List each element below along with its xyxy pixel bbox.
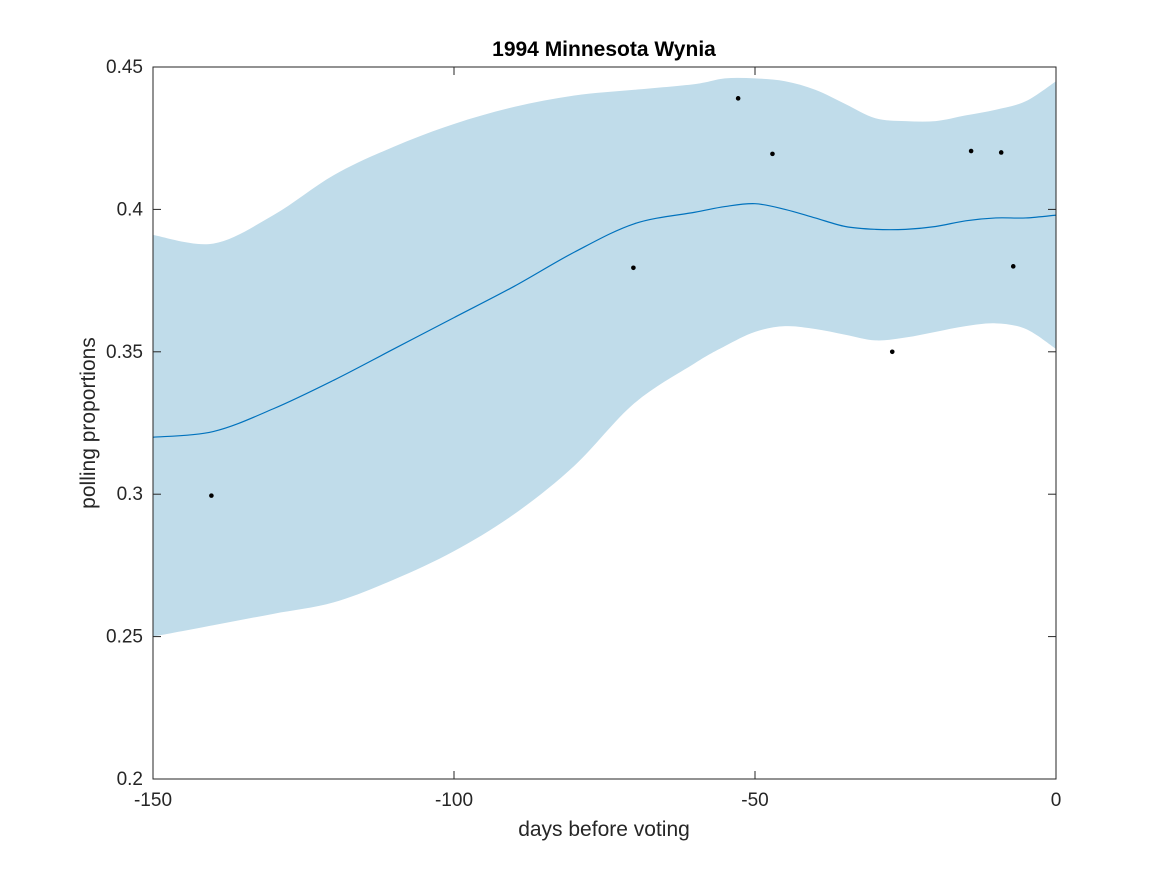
y-tick-label: 0.2 — [117, 769, 143, 790]
poll-point — [209, 493, 214, 498]
y-tick-labels: 0.2 0.25 0.3 0.35 0.4 0.45 — [106, 57, 143, 790]
x-tick-label: -50 — [741, 790, 768, 811]
tick-marks — [152, 66, 1057, 780]
mean-line — [152, 203, 1057, 438]
plot-frame — [152, 66, 1057, 780]
y-tick-label: 0.25 — [106, 627, 143, 648]
x-tick-label: -100 — [435, 790, 473, 811]
y-tick-label: 0.45 — [106, 57, 143, 78]
x-axis-label: days before voting — [518, 818, 690, 841]
confidence-band-layer — [153, 77, 1056, 637]
poll-points-layer — [209, 96, 1016, 498]
confidence-band — [153, 77, 1056, 637]
y-axis-label: polling proportions — [77, 337, 100, 509]
poll-point — [631, 265, 636, 271]
chart-title: 1994 Minnesota Wynia — [492, 38, 716, 61]
axes — [152, 66, 1057, 780]
x-tick-labels: -150 -100 -50 0 — [134, 790, 1061, 811]
x-tick-label: 0 — [1051, 790, 1062, 811]
x-tick-label: -150 — [134, 790, 172, 811]
poll-point — [968, 148, 974, 154]
poll-point — [770, 151, 775, 157]
y-tick-label: 0.35 — [106, 342, 143, 363]
poll-point — [998, 150, 1004, 155]
poll-point — [735, 96, 741, 101]
y-tick-label: 0.3 — [117, 484, 143, 505]
poll-point — [889, 349, 895, 355]
y-tick-label: 0.4 — [117, 199, 144, 220]
poll-point — [1010, 264, 1016, 269]
mean-line-layer — [152, 203, 1057, 438]
